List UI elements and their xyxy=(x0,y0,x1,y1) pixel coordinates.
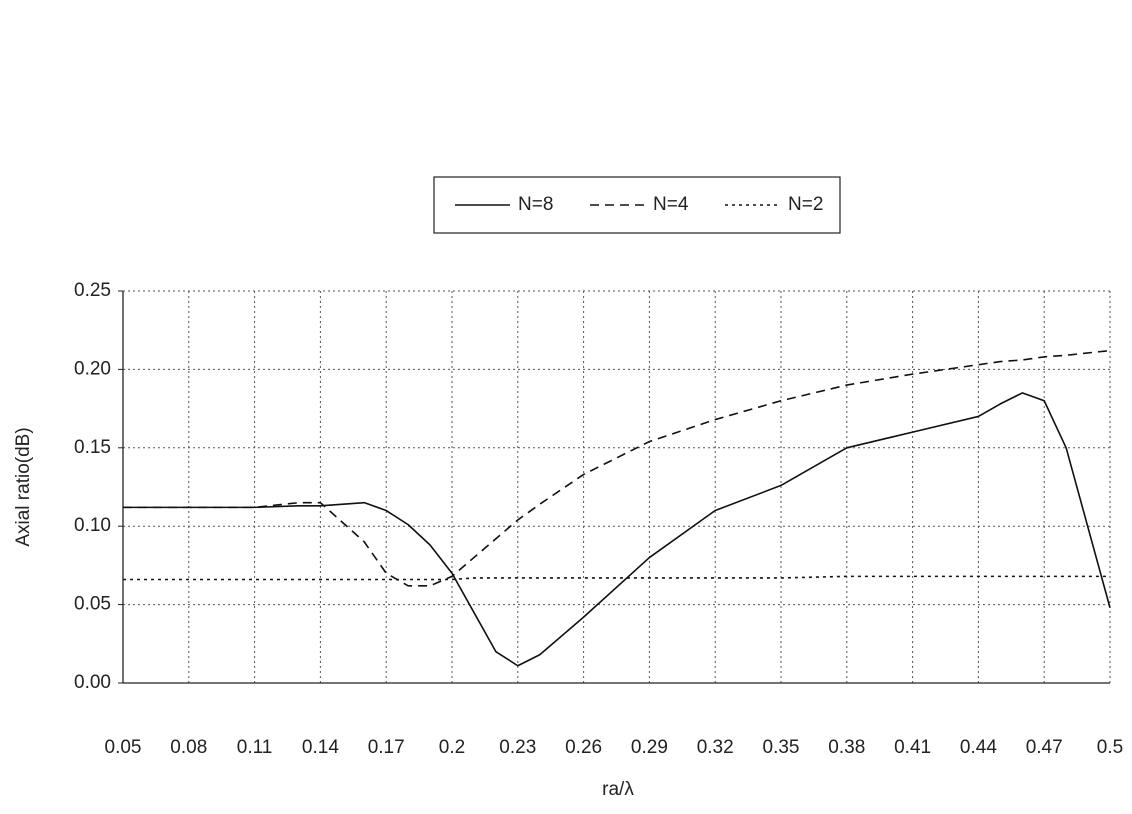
x-tick-label: 0.11 xyxy=(237,737,273,758)
x-tick-label: 0.23 xyxy=(499,737,536,758)
x-tick-label: 0.17 xyxy=(368,737,405,758)
x-tick-label: 0.41 xyxy=(894,737,931,758)
x-tick-label: 0.35 xyxy=(763,737,800,758)
x-tick-label: 0.5 xyxy=(1097,737,1123,758)
x-tick-label: 0.14 xyxy=(302,737,339,758)
data-line xyxy=(123,392,1111,667)
data-line xyxy=(123,349,1111,587)
y-tick-label: 0.25 xyxy=(74,280,111,301)
data-line xyxy=(123,575,1110,581)
legend-label: N=8 xyxy=(518,194,553,215)
x-tick-label: 0.29 xyxy=(631,737,668,758)
x-tick-label: 0.38 xyxy=(828,737,865,758)
y-axis-label: Axial ratio(dB) xyxy=(13,427,34,546)
x-tick-label: 0.08 xyxy=(170,737,207,758)
y-tick-label: 0.00 xyxy=(74,672,111,693)
y-tick-label: 0.15 xyxy=(74,437,111,458)
x-tick-label: 0.32 xyxy=(697,737,734,758)
y-tick-label: 0.05 xyxy=(74,594,111,615)
x-axis-label: ra/λ xyxy=(602,779,634,800)
x-tick-label: 0.2 xyxy=(439,737,465,758)
x-tick-label: 0.05 xyxy=(105,737,142,758)
legend-label: N=2 xyxy=(788,194,823,215)
y-tick-label: 0.10 xyxy=(74,515,111,536)
x-tick-label: 0.44 xyxy=(960,737,997,758)
x-tick-label: 0.47 xyxy=(1026,737,1063,758)
y-tick-label: 0.20 xyxy=(74,358,111,379)
legend-label: N=4 xyxy=(653,194,689,215)
x-tick-label: 0.26 xyxy=(565,737,602,758)
